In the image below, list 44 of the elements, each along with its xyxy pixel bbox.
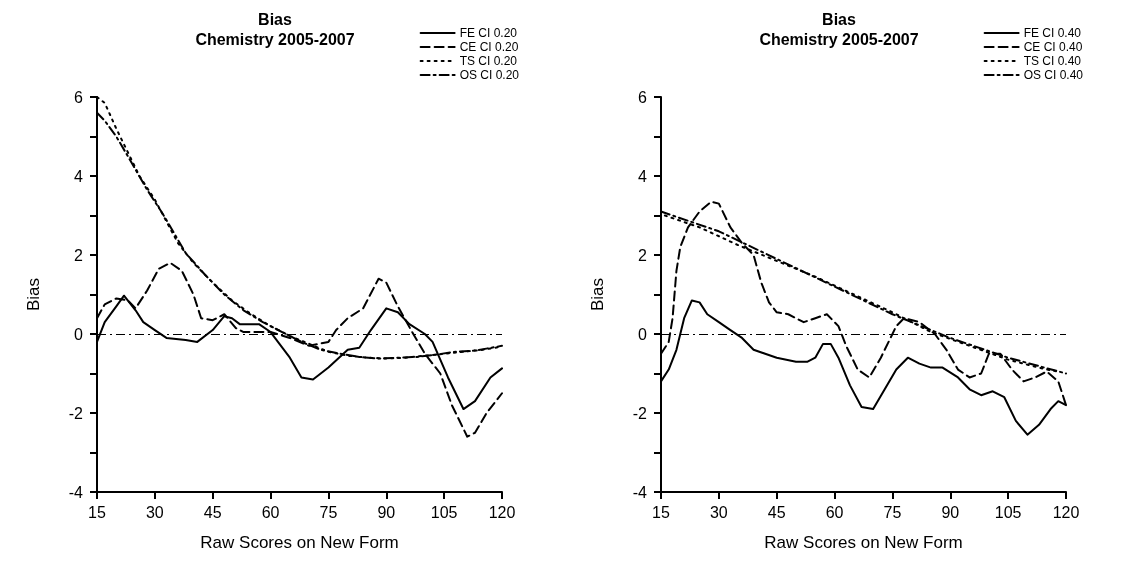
x-tick-label: 60: [261, 503, 280, 521]
y-axis-title: Bias: [588, 277, 607, 312]
x-axis-title: Raw Scores on New Form: [200, 533, 399, 552]
y-tick-label: 6: [638, 88, 648, 106]
x-tick-label: 105: [430, 503, 458, 521]
x-tick-label: 75: [319, 503, 338, 521]
legend-label: OS CI 0.20: [459, 68, 520, 82]
legend-label: FE CI 0.20: [459, 26, 518, 40]
y-tick-label: 0: [74, 325, 84, 343]
x-tick-label: 90: [941, 503, 960, 521]
x-tick-label: 105: [994, 503, 1022, 521]
chart-title: Bias: [258, 10, 292, 28]
legend-label: TS CI 0.40: [1023, 54, 1082, 68]
y-tick-label: -4: [632, 483, 648, 501]
x-axis-title: Raw Scores on New Form: [764, 533, 963, 552]
y-tick-label: -2: [632, 404, 648, 422]
legend-label: CE CI 0.40: [1023, 40, 1083, 54]
x-tick-label: 60: [825, 503, 844, 521]
y-tick-label: 2: [74, 246, 84, 264]
x-tick-label: 15: [652, 503, 670, 521]
x-tick-label: 30: [145, 503, 164, 521]
x-tick-label: 45: [203, 503, 222, 521]
y-tick-label: 6: [74, 88, 84, 106]
x-tick-label: 45: [767, 503, 786, 521]
y-tick-label: -2: [68, 404, 84, 422]
legend-label: OS CI 0.40: [1023, 68, 1084, 82]
x-tick-label: 120: [488, 503, 516, 521]
y-tick-label: 0: [638, 325, 648, 343]
y-tick-label: 2: [638, 246, 648, 264]
x-tick-label: 30: [709, 503, 728, 521]
legend-label: CE CI 0.20: [459, 40, 519, 54]
y-tick-label: -4: [68, 483, 84, 501]
legend-label: FE CI 0.40: [1023, 26, 1082, 40]
legend-label: TS CI 0.20: [459, 54, 518, 68]
x-tick-label: 120: [1052, 503, 1080, 521]
x-tick-label: 15: [88, 503, 106, 521]
chart-subtitle: Chemistry 2005-2007: [759, 30, 919, 48]
chart-title: Bias: [822, 10, 856, 28]
y-tick-label: 4: [638, 167, 648, 185]
x-tick-label: 75: [883, 503, 902, 521]
y-axis-title: Bias: [24, 277, 43, 312]
y-tick-label: 4: [74, 167, 84, 185]
chart-subtitle: Chemistry 2005-2007: [195, 30, 355, 48]
x-tick-label: 90: [377, 503, 396, 521]
